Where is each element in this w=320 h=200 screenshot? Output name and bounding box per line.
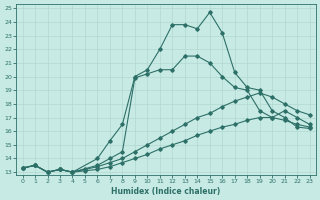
X-axis label: Humidex (Indice chaleur): Humidex (Indice chaleur) — [111, 187, 221, 196]
